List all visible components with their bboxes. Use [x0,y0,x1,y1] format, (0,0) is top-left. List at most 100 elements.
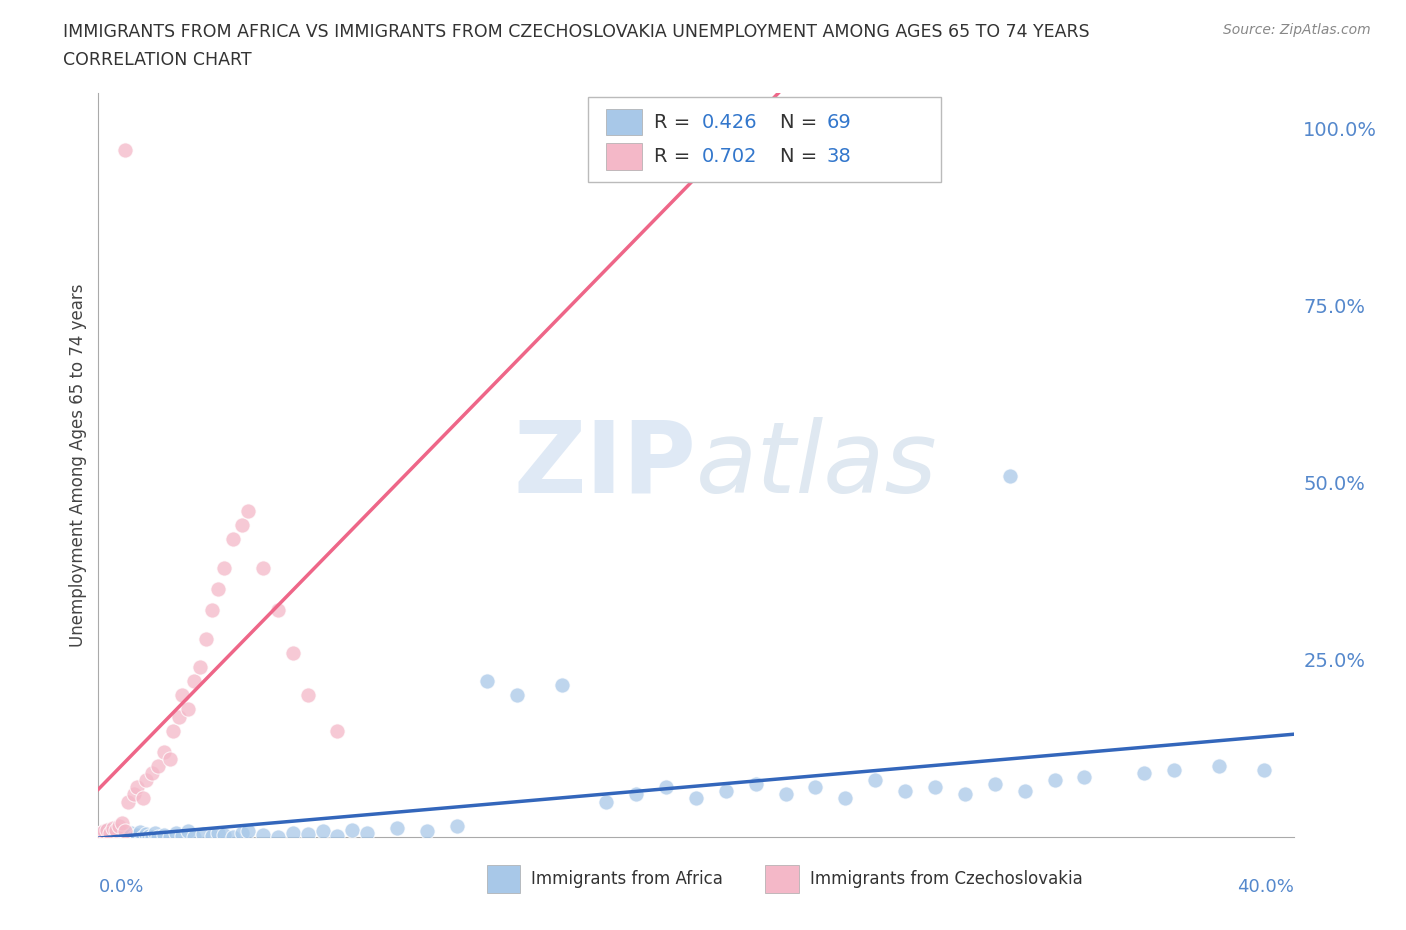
Point [141,765,163,780]
Point [953,787,976,802]
Point [98,826,122,841]
Point [90,826,112,841]
Point [188,659,211,674]
Point [143,825,166,840]
Point [132,830,155,844]
Point [117,794,139,809]
Point [626,787,648,802]
Point [93,830,115,844]
Point [297,827,319,842]
Point [138,828,160,843]
Text: 38: 38 [827,147,851,166]
Text: CORRELATION CHART: CORRELATION CHART [63,51,252,69]
Point [172,688,194,703]
Point [550,677,572,692]
Point [114,828,136,843]
Point [1133,765,1156,780]
FancyBboxPatch shape [765,865,799,893]
Text: 0.702: 0.702 [702,147,758,166]
Point [87,830,110,844]
Point [834,790,856,805]
Point [207,825,229,840]
Point [132,790,155,805]
Text: Source: ZipAtlas.com: Source: ZipAtlas.com [1223,23,1371,37]
Point [167,709,190,724]
Point [96,822,118,837]
Point [1208,759,1230,774]
Point [685,790,707,805]
Point [231,826,253,841]
Text: atlas: atlas [696,417,938,513]
Text: Immigrants from Africa: Immigrants from Africa [531,870,723,887]
Point [108,819,131,834]
Point [326,724,349,738]
Text: 69: 69 [827,113,851,131]
Text: R =: R = [654,113,696,131]
FancyBboxPatch shape [606,109,643,136]
Point [281,825,304,840]
Point [998,468,1021,483]
Point [267,830,290,844]
Text: ZIP: ZIP [513,417,696,513]
Text: 0.426: 0.426 [702,113,758,131]
Point [252,828,274,843]
Point [172,828,194,843]
Point [103,821,125,836]
Point [93,824,115,839]
Point [342,822,364,837]
Point [177,824,200,839]
FancyBboxPatch shape [486,865,520,893]
Point [127,780,149,795]
Point [148,830,170,844]
Point [183,673,205,688]
Point [141,830,163,844]
Point [105,822,128,837]
Point [114,142,136,157]
FancyBboxPatch shape [606,143,643,169]
Text: 0.0%: 0.0% [98,878,143,896]
Point [745,777,768,791]
Point [159,830,181,844]
Point [162,724,184,738]
Point [191,827,214,842]
Point [267,603,290,618]
Point [894,783,917,798]
Point [1253,763,1275,777]
Point [103,828,125,843]
Point [984,777,1007,791]
Point [195,631,218,646]
Point [1073,769,1095,784]
Point [90,826,112,841]
Text: IMMIGRANTS FROM AFRICA VS IMMIGRANTS FROM CZECHOSLOVAKIA UNEMPLOYMENT AMONG AGES: IMMIGRANTS FROM AFRICA VS IMMIGRANTS FRO… [63,23,1090,41]
Point [326,828,349,843]
Point [1014,783,1036,798]
Point [111,816,134,830]
Point [297,688,319,703]
Point [165,826,187,841]
Point [212,828,235,843]
Point [183,830,205,844]
Text: 40.0%: 40.0% [1237,878,1294,896]
Point [475,673,498,688]
Point [775,787,797,802]
Point [804,780,827,795]
Text: R =: R = [654,147,696,166]
Point [222,830,245,844]
Point [127,828,149,843]
Y-axis label: Unemployment Among Ages 65 to 74 years: Unemployment Among Ages 65 to 74 years [69,284,87,646]
Point [96,822,118,837]
Point [120,826,142,841]
Point [201,828,224,843]
Point [446,819,468,834]
Point [356,826,378,841]
Point [135,773,157,788]
Point [105,830,128,844]
Point [714,783,737,798]
Point [207,581,229,596]
Point [416,824,439,839]
Point [1043,773,1066,788]
Point [231,518,253,533]
Point [114,824,136,839]
Point [252,560,274,575]
Point [108,824,131,839]
